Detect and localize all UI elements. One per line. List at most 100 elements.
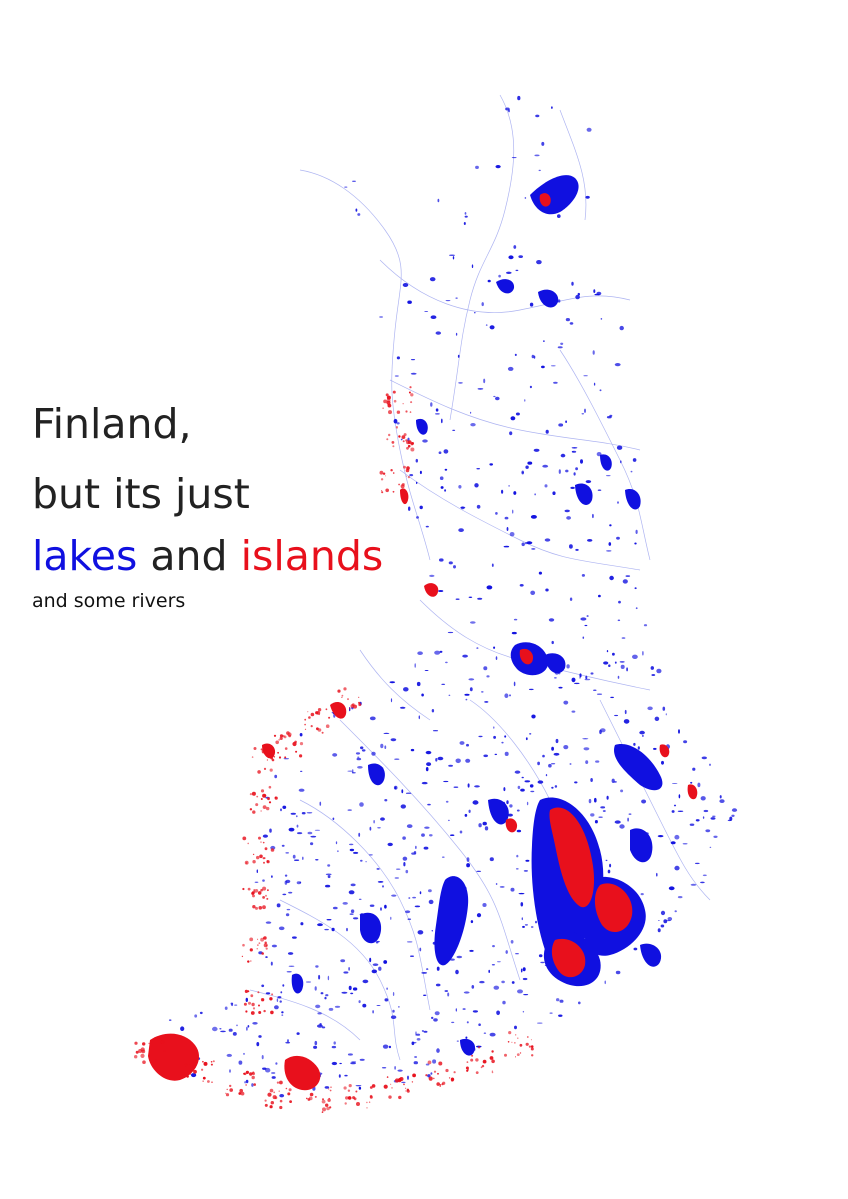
island-speck	[285, 1087, 288, 1090]
island-speck	[256, 855, 260, 860]
island-speck	[276, 1081, 279, 1084]
lake-speck	[571, 677, 576, 683]
lake-speck	[558, 469, 561, 474]
lake-speck	[402, 836, 406, 840]
lake-speck	[407, 300, 412, 304]
lake-speck	[310, 842, 314, 846]
lake-speck	[301, 812, 306, 815]
lake-speck	[281, 1011, 284, 1014]
lake	[416, 418, 428, 435]
island-speck	[245, 1084, 247, 1086]
lake-speck	[362, 979, 369, 984]
island-speck	[439, 1084, 442, 1086]
island-speck	[243, 1072, 246, 1075]
lake-speck	[509, 532, 515, 537]
lake-speck	[465, 698, 468, 701]
lake-speck	[507, 813, 513, 817]
island-speck	[239, 1088, 243, 1093]
island-speck	[327, 1098, 331, 1102]
lake-speck	[281, 844, 285, 847]
lake-speck	[286, 908, 291, 911]
island-speck	[250, 1011, 255, 1015]
lake-speck	[575, 294, 580, 300]
lake-speck	[265, 921, 272, 924]
lake-speck	[302, 856, 304, 860]
island-speck	[403, 1083, 405, 1086]
lake-speck	[592, 513, 594, 519]
island-speck	[289, 1100, 292, 1103]
lake-speck	[495, 656, 498, 660]
island-speck	[511, 1041, 513, 1043]
lake-speck	[346, 927, 348, 932]
lake-speck	[359, 1058, 365, 1061]
island-speck	[258, 942, 261, 945]
lake-speck	[466, 857, 470, 862]
lake-speck	[608, 664, 611, 667]
lake-speck	[415, 1031, 417, 1036]
lake-speck	[495, 512, 498, 515]
lake-speck	[470, 621, 476, 624]
lake-speck	[621, 637, 626, 639]
island-speck	[279, 736, 283, 741]
lake-speck	[489, 325, 495, 330]
island-speck	[163, 1049, 166, 1053]
lake-speck	[670, 841, 676, 845]
lake-speck	[423, 994, 427, 996]
lake-speck	[430, 1072, 433, 1075]
island-coast	[330, 701, 347, 719]
lake-speck	[353, 851, 359, 854]
lake-speck	[321, 1026, 326, 1029]
lake-speck	[234, 1004, 238, 1006]
lake-speck	[440, 486, 444, 489]
lake-speck	[544, 484, 548, 488]
lake-speck	[414, 663, 416, 668]
lake-speck	[447, 992, 450, 997]
lake-speck	[285, 1041, 291, 1044]
lake-speck	[350, 992, 354, 995]
island-speck	[530, 1039, 532, 1041]
lake-speck	[297, 832, 303, 835]
lake-speck	[327, 875, 331, 879]
lake-speck	[325, 873, 332, 876]
island-speck	[268, 801, 272, 804]
lake-speck	[344, 186, 348, 188]
lake-speck	[678, 794, 681, 799]
island-speck	[392, 472, 395, 474]
lake-speck	[530, 590, 536, 595]
island-speck	[264, 847, 268, 851]
lake-speck	[594, 820, 598, 824]
lake-speck	[505, 950, 508, 954]
lake-speck	[417, 651, 423, 655]
lake-speck	[499, 886, 505, 888]
lake-speck	[285, 879, 291, 884]
island-speck	[253, 1083, 256, 1086]
lake-speck	[417, 930, 424, 935]
lake-speck	[516, 829, 522, 833]
island-speck	[491, 1071, 494, 1074]
island-speck	[436, 1082, 441, 1086]
lake-speck	[585, 675, 588, 680]
lake-speck	[525, 465, 529, 469]
island-speck	[210, 1063, 213, 1066]
lake-speck	[521, 471, 524, 474]
lake-speck	[392, 992, 395, 996]
island-speck	[514, 1042, 516, 1044]
island-speck	[142, 1060, 146, 1064]
lake-speck	[251, 1083, 254, 1087]
lake-speck	[580, 459, 583, 464]
lake-speck	[448, 561, 453, 565]
lake-speck	[509, 694, 511, 697]
lake-speck	[400, 804, 406, 809]
lake-speck	[616, 445, 623, 450]
lake-speck	[635, 607, 638, 610]
lake-speck	[521, 917, 523, 921]
lake-speck	[315, 859, 319, 861]
island-speck	[273, 756, 276, 758]
lake-speck	[349, 913, 354, 915]
lake-speck	[430, 402, 433, 407]
lake-speck	[690, 883, 697, 886]
island-speck	[279, 1099, 283, 1103]
island-speck	[247, 960, 250, 963]
island-speck	[270, 1010, 274, 1015]
